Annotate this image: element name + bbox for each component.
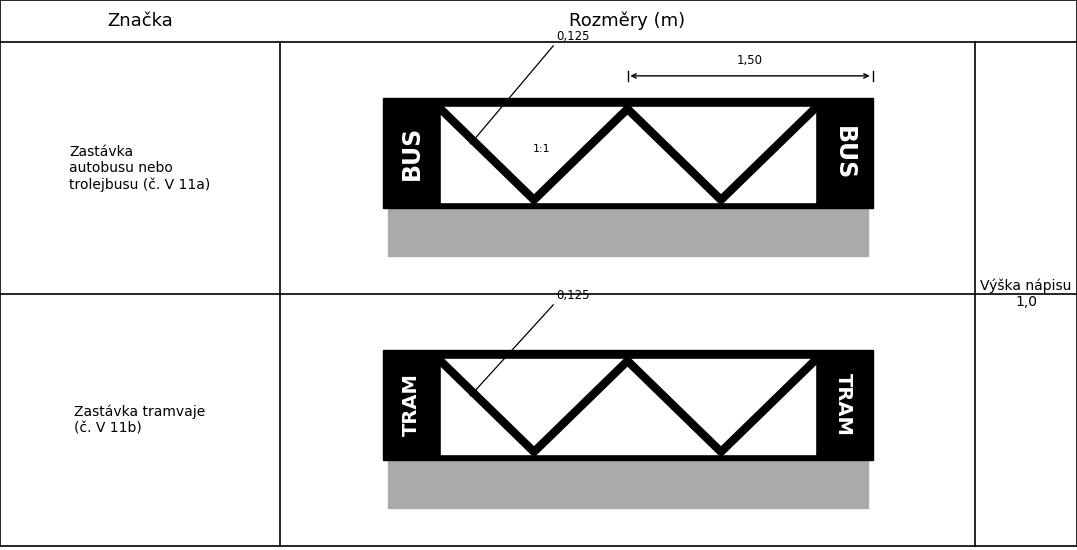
Text: TRAM: TRAM [402,373,421,436]
Text: Rozměry (m): Rozměry (m) [570,12,686,30]
Polygon shape [440,359,814,454]
Polygon shape [388,460,867,508]
Polygon shape [382,98,872,208]
Text: 0,125: 0,125 [556,30,590,43]
Polygon shape [388,208,867,256]
Text: Zastávka
autobusu nebo
trolejbusu (č. V 11a): Zastávka autobusu nebo trolejbusu (č. V … [69,145,211,191]
Text: Výška nápisu
1,0: Výška nápisu 1,0 [980,279,1072,309]
Text: BUS: BUS [831,126,855,180]
Text: TRAM: TRAM [834,373,853,436]
Text: 0,125: 0,125 [556,289,590,302]
Text: Značka: Značka [107,12,173,30]
Text: Zastávka tramvaje
(č. V 11b): Zastávka tramvaje (č. V 11b) [74,405,206,436]
Text: 1:1: 1:1 [533,145,550,155]
Polygon shape [440,107,814,202]
Text: 1,50: 1,50 [737,54,763,67]
Polygon shape [382,350,872,460]
Text: BUS: BUS [400,126,423,180]
